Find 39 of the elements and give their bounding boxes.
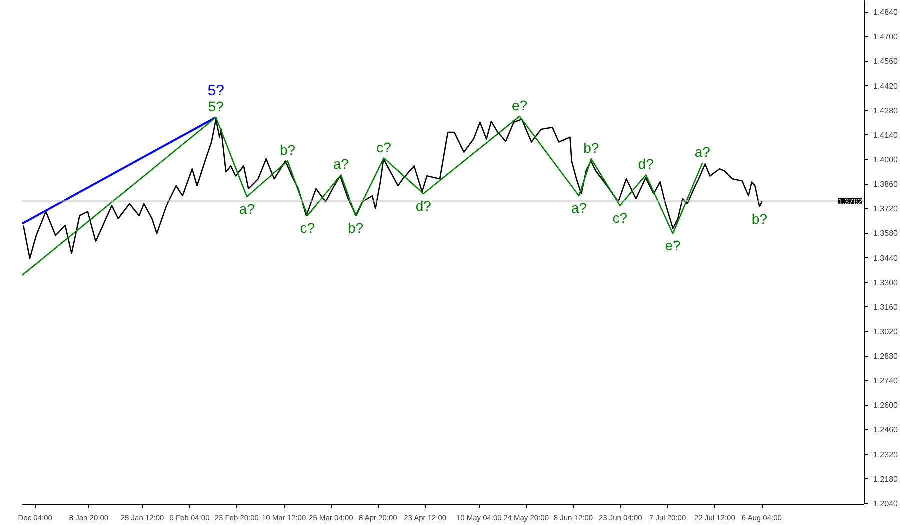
annotation: c? [300,220,316,236]
y-tick-label: 1.2740 [874,376,899,386]
y-tick-label: 1.3300 [874,278,899,288]
y-tick-label: 1.3020 [874,327,899,336]
y-tick-label: 1.4000 [874,155,899,164]
y-tick-label: 1.3720 [874,204,899,214]
y-tick-label: 1.3160 [874,302,899,312]
y-tick-label: 1.3440 [874,254,899,263]
annotation: e? [665,238,682,254]
y-tick-label: 1.4140 [874,130,899,140]
y-tick-label: 1.4420 [874,82,899,91]
y-tick-label: 1.2880 [874,352,899,362]
y-tick-label: 1.4560 [874,57,899,66]
annotation: b? [584,140,600,156]
y-tick-label: 1.2180 [874,474,899,484]
annotation: 5? [208,98,224,115]
annotation: b? [752,210,768,227]
y-tick-label: 1.2460 [874,426,899,435]
y-tick-label: 1.3860 [874,180,899,190]
annotation: e? [512,97,528,114]
y-tick-label: 1.4840 [874,8,899,18]
series-label: 5? [208,82,224,100]
annotation: b? [280,142,296,158]
annotation: a? [333,156,350,172]
annotation: d? [638,156,654,172]
ref-line-label: 1.3762 [838,197,864,206]
annotation: a? [694,144,711,160]
annotation: c? [612,210,628,226]
y-tick-label: 1.2600 [874,401,899,410]
annotation: a? [571,200,588,216]
y-tick-label: 1.4700 [874,32,899,42]
annotation: a? [239,200,256,217]
annotation: c? [376,139,392,156]
y-tick-label: 1.3580 [874,229,899,238]
annotation: b? [348,220,364,236]
y-tick-label: 1.2320 [874,450,899,460]
y-tick-label: 1.4280 [874,106,899,116]
annotation: d? [416,198,432,214]
y-tick-label: 1.2040 [874,499,899,508]
